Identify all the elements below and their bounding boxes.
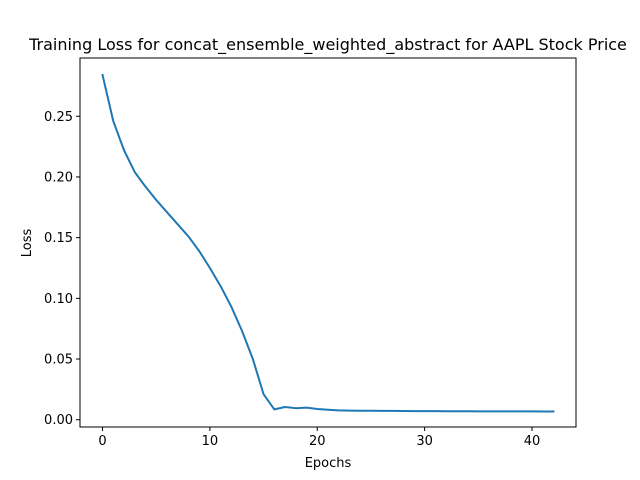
x-tick-label: 30 <box>416 434 433 449</box>
y-tick-label: 0.15 <box>44 231 73 246</box>
y-tick-label: 0.20 <box>44 170 73 185</box>
x-tick-label: 0 <box>98 434 106 449</box>
x-tick-label: 20 <box>309 434 326 449</box>
axes-frame <box>79 57 577 428</box>
y-axis-label: Loss <box>20 229 35 258</box>
y-tick-label: 0.25 <box>44 110 73 125</box>
x-axis: 0 10 20 30 40 <box>98 427 540 449</box>
chart-title: Training Loss for concat_ensemble_weight… <box>28 35 627 55</box>
series-line-0 <box>101 73 555 413</box>
y-tick-label: 0.05 <box>44 353 73 368</box>
x-axis-label: Epochs <box>305 456 352 471</box>
y-tick-label: 0.00 <box>44 413 73 428</box>
plot-area <box>101 73 555 413</box>
x-tick-label: 40 <box>524 434 541 449</box>
y-axis: 0.00 0.05 0.10 0.15 0.20 0.25 <box>44 110 80 428</box>
y-tick-label: 0.10 <box>44 292 73 307</box>
x-tick-label: 10 <box>202 434 219 449</box>
